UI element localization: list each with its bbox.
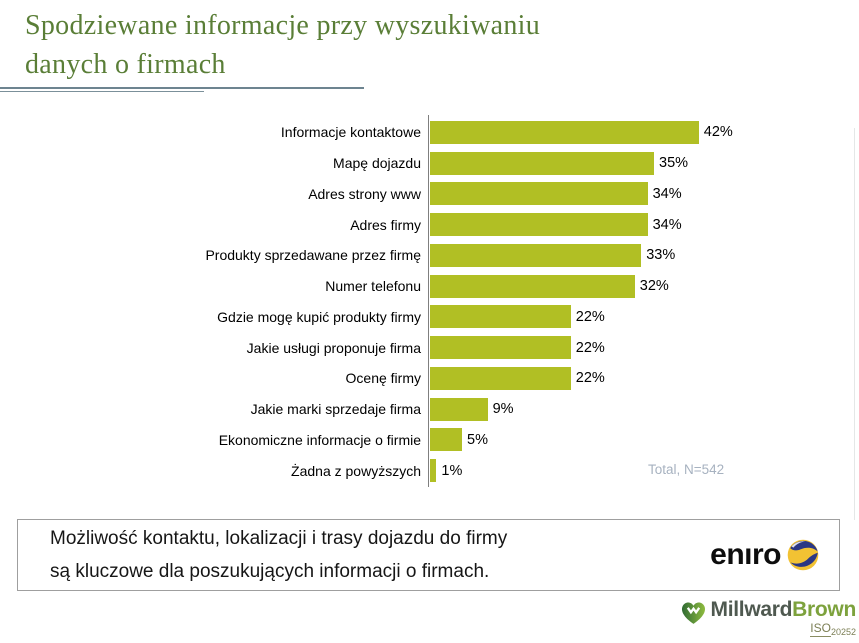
total-note: Total, N=542 xyxy=(648,462,725,477)
bar-label: Numer telefonu xyxy=(325,278,421,295)
bar xyxy=(430,243,642,267)
iso-certification: ISO20252 xyxy=(810,621,856,638)
bar-label: Żadna z powyższych xyxy=(291,462,421,479)
bar-plot-area: 35% xyxy=(430,151,689,175)
bar-value: 32% xyxy=(639,278,669,295)
bar-value: 5% xyxy=(467,431,488,448)
chart-row: Jakie marki sprzedaje firma 9% xyxy=(0,394,859,425)
right-edge-line xyxy=(854,128,855,520)
bar-chart: Informacje kontaktowe 42% Mapę dojazdu 35% A… xyxy=(0,115,859,497)
bar-plot-area: 42% xyxy=(430,120,733,144)
chart-row: Żadna z powyższych 1% xyxy=(0,455,859,486)
chart-row: Numer telefonu 32% xyxy=(0,271,859,302)
bar-label: Ekonomiczne informacje o firmie xyxy=(218,431,421,448)
bar xyxy=(430,182,648,206)
bar-value: 9% xyxy=(492,401,514,418)
brown-wordmark: Brown xyxy=(792,598,856,621)
bar-value: 34% xyxy=(652,185,682,202)
eniro-wordmark: enıro xyxy=(710,538,781,571)
bar-plot-area: 5% xyxy=(430,428,488,452)
millwardbrown-heart-icon xyxy=(681,602,705,624)
eniro-logo: enıro xyxy=(710,538,839,572)
title-underline-short xyxy=(0,91,204,92)
bar-rows: Informacje kontaktowe 42% Mapę dojazdu 35% A… xyxy=(0,117,859,486)
bar-value: 1% xyxy=(441,462,463,479)
summary-box: Możliwość kontaktu, lokalizacji i trasy … xyxy=(17,519,840,591)
bar-label: Mapę dojazdu xyxy=(333,155,421,172)
bar-plot-area: 9% xyxy=(430,397,514,421)
millwardbrown-text: MillwardBrown ISO20252 xyxy=(711,598,856,638)
chart-row: Ocenę firmy 22% xyxy=(0,363,859,394)
bar-label: Jakie usługi proponuje firma xyxy=(246,339,421,356)
bar xyxy=(430,397,488,421)
summary-line-1: Możliwość kontaktu, lokalizacji i trasy … xyxy=(50,528,508,549)
bar-plot-area: 34% xyxy=(430,213,682,237)
title-underline-long xyxy=(0,87,364,89)
bar xyxy=(430,151,654,175)
bar xyxy=(430,120,699,144)
bar xyxy=(430,336,571,360)
bar-value: 34% xyxy=(652,216,682,233)
summary-text: Możliwość kontaktu, lokalizacji i trasy … xyxy=(18,522,507,588)
millwardbrown-logo: MillwardBrown ISO20252 xyxy=(680,598,856,638)
bar-label: Informacje kontaktowe xyxy=(280,124,421,141)
eniro-globe-icon xyxy=(787,539,819,571)
bar-value: 22% xyxy=(575,370,605,387)
millwardbrown-wordmark: MillwardBrown xyxy=(710,598,857,621)
bar xyxy=(430,428,462,452)
page-title: Spodziewane informacje przy wyszukiwaniu… xyxy=(25,6,540,84)
title-line-2: danych o firmach xyxy=(25,49,226,80)
millward-wordmark: Millward xyxy=(710,598,793,621)
bar-plot-area: 34% xyxy=(430,182,682,206)
bar-plot-area: 33% xyxy=(430,243,676,267)
iso-number: 20252 xyxy=(830,627,856,637)
bar-label: Produkty sprzedawane przez firmę xyxy=(205,247,421,264)
bar-label: Ocenę firmy xyxy=(345,370,421,387)
chart-row: Produkty sprzedawane przez firmę 33% xyxy=(0,240,859,271)
title-line-1: Spodziewane informacje przy wyszukiwaniu xyxy=(25,10,541,41)
bar xyxy=(430,459,437,483)
bar-value: 22% xyxy=(575,339,605,356)
chart-row: Jakie usługi proponuje firma 22% xyxy=(0,332,859,363)
bar-label: Gdzie mogę kupić produkty firmy xyxy=(217,308,421,325)
summary-line-2: są kluczowe dla poszukujących informacji… xyxy=(50,561,490,582)
bar-label: Jakie marki sprzedaje firma xyxy=(250,401,421,418)
iso-label: ISO xyxy=(810,621,831,637)
chart-row: Gdzie mogę kupić produkty firmy 22% xyxy=(0,302,859,333)
chart-row: Adres firmy 34% xyxy=(0,209,859,240)
bar-plot-area: 32% xyxy=(430,274,669,298)
bar xyxy=(430,274,635,298)
bar-value: 33% xyxy=(646,247,676,264)
bar-value: 35% xyxy=(659,155,689,172)
chart-row: Informacje kontaktowe 42% xyxy=(0,117,859,148)
bar xyxy=(430,213,648,237)
bar-plot-area: 1% xyxy=(430,459,463,483)
bar-label: Adres firmy xyxy=(350,216,421,233)
bar-label: Adres strony www xyxy=(308,185,421,202)
chart-row: Mapę dojazdu 35% xyxy=(0,148,859,179)
bar-plot-area: 22% xyxy=(430,305,605,329)
chart-row: Adres strony www 34% xyxy=(0,179,859,210)
bar-value: 42% xyxy=(703,124,733,141)
bar xyxy=(430,305,571,329)
chart-row: Ekonomiczne informacje o firmie 5% xyxy=(0,425,859,456)
bar-value: 22% xyxy=(575,308,605,325)
bar-plot-area: 22% xyxy=(430,366,605,390)
chart-axis-line xyxy=(428,115,429,487)
bar-plot-area: 22% xyxy=(430,336,605,360)
bar xyxy=(430,366,571,390)
